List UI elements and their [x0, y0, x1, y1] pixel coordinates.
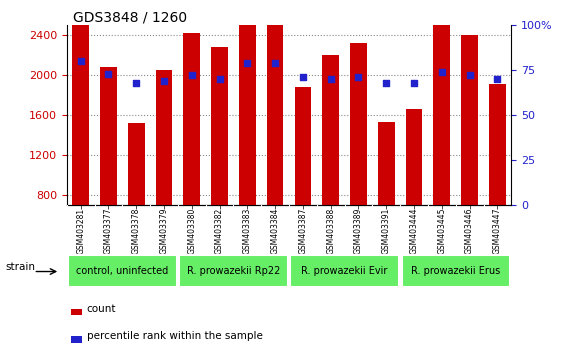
- Text: count: count: [87, 304, 116, 314]
- Point: [159, 78, 168, 84]
- Text: R. prowazekii Evir: R. prowazekii Evir: [302, 266, 388, 276]
- FancyBboxPatch shape: [401, 255, 510, 287]
- Bar: [156, 70, 173, 205]
- Text: strain: strain: [5, 262, 35, 272]
- Text: R. prowazekii Erus: R. prowazekii Erus: [411, 266, 500, 276]
- Text: GSM403387: GSM403387: [299, 208, 307, 254]
- Bar: [489, 84, 505, 205]
- Text: GSM403446: GSM403446: [465, 208, 474, 254]
- Text: GSM403377: GSM403377: [104, 208, 113, 254]
- Bar: [433, 0, 450, 205]
- Text: control, uninfected: control, uninfected: [76, 266, 168, 276]
- Point: [132, 80, 141, 85]
- Bar: [239, 0, 256, 205]
- Bar: [295, 87, 311, 205]
- Point: [410, 80, 419, 85]
- Bar: [322, 55, 339, 205]
- Bar: [211, 47, 228, 205]
- Bar: [350, 43, 367, 205]
- Point: [354, 74, 363, 80]
- Point: [326, 76, 335, 82]
- Point: [465, 73, 474, 78]
- Text: GSM403384: GSM403384: [271, 208, 279, 254]
- Text: GSM403281: GSM403281: [76, 208, 85, 254]
- FancyBboxPatch shape: [290, 255, 399, 287]
- Text: GSM403379: GSM403379: [160, 208, 168, 254]
- Bar: [71, 336, 83, 343]
- Point: [298, 74, 307, 80]
- Text: percentile rank within the sample: percentile rank within the sample: [87, 331, 263, 341]
- Text: GSM403445: GSM403445: [437, 208, 446, 254]
- Point: [493, 76, 502, 82]
- Point: [76, 58, 85, 64]
- Bar: [267, 0, 284, 205]
- Bar: [100, 67, 117, 205]
- Bar: [461, 35, 478, 205]
- Point: [437, 69, 446, 75]
- Point: [215, 76, 224, 82]
- Text: GSM403447: GSM403447: [493, 208, 502, 254]
- Bar: [71, 309, 83, 315]
- Text: GDS3848 / 1260: GDS3848 / 1260: [73, 11, 187, 25]
- Text: GSM403388: GSM403388: [326, 208, 335, 254]
- Text: GSM403391: GSM403391: [382, 208, 391, 254]
- Bar: [184, 33, 200, 205]
- Text: GSM403382: GSM403382: [215, 208, 224, 254]
- FancyBboxPatch shape: [68, 255, 177, 287]
- Text: GSM403444: GSM403444: [410, 208, 418, 254]
- Point: [104, 71, 113, 76]
- Text: GSM403378: GSM403378: [132, 208, 141, 254]
- Point: [243, 60, 252, 65]
- Point: [271, 60, 280, 65]
- Text: GSM403389: GSM403389: [354, 208, 363, 254]
- Bar: [378, 122, 394, 205]
- Text: GSM403383: GSM403383: [243, 208, 252, 254]
- Text: R. prowazekii Rp22: R. prowazekii Rp22: [187, 266, 280, 276]
- FancyBboxPatch shape: [180, 255, 288, 287]
- Point: [187, 73, 196, 78]
- Bar: [128, 123, 145, 205]
- Text: GSM403380: GSM403380: [187, 208, 196, 254]
- Bar: [406, 109, 422, 205]
- Point: [382, 80, 391, 85]
- Bar: [73, 5, 89, 205]
